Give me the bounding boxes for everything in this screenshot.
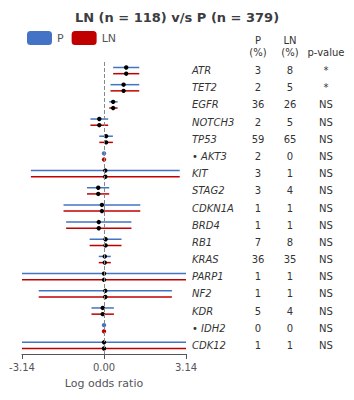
svg-text:Log odds ratio: Log odds ratio (65, 377, 144, 390)
svg-text:3: 3 (255, 168, 261, 179)
svg-text:1: 1 (255, 340, 261, 351)
svg-text:(%): (%) (281, 47, 298, 58)
svg-text:KIT: KIT (192, 168, 209, 179)
svg-text:NS: NS (319, 288, 333, 299)
svg-text:1: 1 (287, 203, 293, 214)
svg-text:p-value: p-value (307, 47, 344, 58)
svg-text:1: 1 (255, 288, 261, 299)
svg-text:NS: NS (319, 271, 333, 282)
svg-text:NS: NS (319, 117, 333, 128)
svg-text:35: 35 (284, 254, 297, 265)
svg-text:59: 59 (252, 134, 265, 145)
svg-text:LN: LN (283, 35, 296, 46)
svg-text:36: 36 (252, 254, 265, 265)
svg-text:0: 0 (287, 323, 293, 334)
svg-text:TET2: TET2 (192, 82, 217, 93)
svg-text:3: 3 (255, 65, 261, 76)
svg-text:CDK12: CDK12 (192, 340, 226, 351)
svg-text:NOTCH3: NOTCH3 (192, 117, 234, 128)
svg-text:2: 2 (255, 82, 261, 93)
svg-text:0.00: 0.00 (93, 362, 115, 373)
svg-text:LN (n = 118) v/s P (n = 379): LN (n = 118) v/s P (n = 379) (75, 10, 279, 25)
svg-text:3: 3 (255, 185, 261, 196)
svg-text:2: 2 (255, 117, 261, 128)
svg-text:8: 8 (287, 65, 293, 76)
svg-text:2: 2 (255, 151, 261, 162)
svg-text:26: 26 (284, 99, 297, 110)
svg-text:NS: NS (319, 151, 333, 162)
svg-text:KDR: KDR (192, 306, 213, 317)
svg-text:TP53: TP53 (192, 134, 217, 145)
svg-text:1: 1 (255, 220, 261, 231)
svg-text:CDKN1A: CDKN1A (192, 203, 234, 214)
svg-text:LN: LN (102, 32, 116, 45)
svg-text:0: 0 (287, 151, 293, 162)
svg-text:65: 65 (284, 134, 297, 145)
svg-text:5: 5 (255, 306, 261, 317)
svg-text:RB1: RB1 (192, 237, 212, 248)
svg-text:*: * (324, 65, 329, 76)
svg-text:NS: NS (319, 340, 333, 351)
svg-text:1: 1 (287, 288, 293, 299)
svg-text:NS: NS (319, 237, 333, 248)
svg-text:EGFR: EGFR (192, 99, 219, 110)
svg-text:NS: NS (319, 220, 333, 231)
svg-text:-3.14: -3.14 (9, 362, 35, 373)
svg-text:*: * (324, 82, 329, 93)
svg-text:5: 5 (287, 82, 293, 93)
svg-text:PARP1: PARP1 (192, 271, 224, 282)
svg-text:P: P (57, 32, 64, 45)
svg-text:1: 1 (287, 168, 293, 179)
svg-text:NS: NS (319, 168, 333, 179)
svg-text:1: 1 (287, 220, 293, 231)
svg-text:NS: NS (319, 134, 333, 145)
svg-text:P: P (255, 35, 261, 46)
svg-text:(%): (%) (249, 47, 266, 58)
svg-text:KRAS: KRAS (192, 254, 219, 265)
svg-text:NS: NS (319, 185, 333, 196)
svg-text:NF2: NF2 (192, 288, 212, 299)
svg-text:0: 0 (255, 323, 261, 334)
svg-text:5: 5 (287, 117, 293, 128)
svg-text:NS: NS (319, 254, 333, 265)
svg-text:7: 7 (255, 237, 261, 248)
svg-text:NS: NS (319, 99, 333, 110)
svg-text:1: 1 (287, 271, 293, 282)
svg-text:1: 1 (287, 340, 293, 351)
svg-text:3.14: 3.14 (175, 362, 197, 373)
svg-text:1: 1 (255, 203, 261, 214)
svg-text:4: 4 (287, 306, 293, 317)
svg-text:1: 1 (255, 271, 261, 282)
svg-text:STAG2: STAG2 (192, 185, 225, 196)
svg-text:NS: NS (319, 306, 333, 317)
svg-text:• AKT3: • AKT3 (192, 151, 227, 162)
svg-text:8: 8 (287, 237, 293, 248)
svg-text:BRD4: BRD4 (192, 220, 220, 231)
svg-text:ATR: ATR (191, 65, 211, 76)
svg-text:NS: NS (319, 203, 333, 214)
svg-text:• IDH2: • IDH2 (192, 323, 226, 334)
svg-text:NS: NS (319, 323, 333, 334)
svg-text:36: 36 (252, 99, 265, 110)
svg-text:4: 4 (287, 185, 293, 196)
